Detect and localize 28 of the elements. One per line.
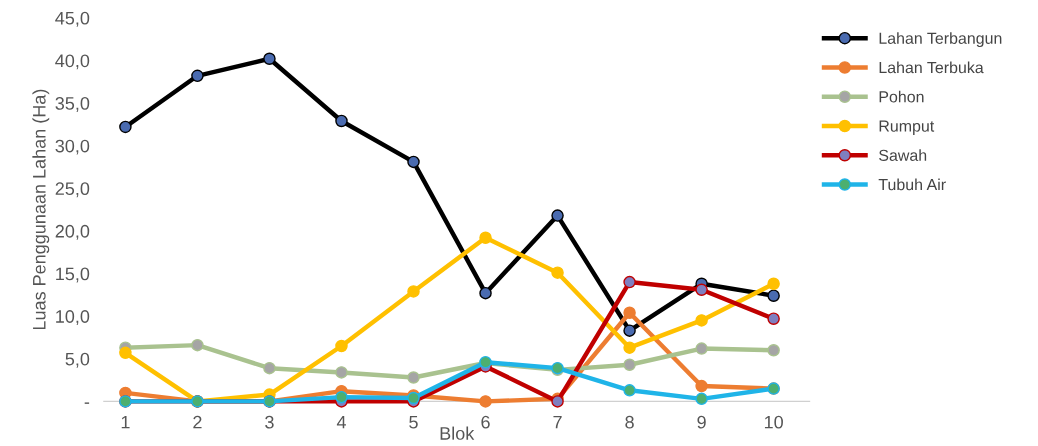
x-tick-label: 2 [193,415,202,429]
y-tick-label: 5,0 [65,352,90,368]
x-tick-label: 5 [409,415,418,429]
y-tick-label: 15,0 [56,267,90,283]
y-tick-label: 30,0 [55,139,90,155]
legend-label: Lahan Terbuka [879,61,984,74]
x-tick-label: 6 [481,415,490,429]
legend-label: Tubuh Air [878,178,946,191]
legend-label: Sawah [879,149,927,161]
x-tick-label: 10 [764,415,783,429]
y-tick-label: 35,0 [55,97,90,112]
y-tick-label: 25,0 [55,182,90,198]
legend-label: Lahan Terbangun [879,32,1002,48]
x-tick-label: 4 [336,415,346,429]
x-tick-label: 9 [697,415,706,429]
legend-label: Pohon [879,90,924,103]
x-axis-title: Blok [440,426,475,440]
x-tick-label: 8 [625,415,634,429]
y-tick-label: 10,0 [56,310,90,326]
x-tick-label: 1 [121,415,130,429]
x-tick-label: 7 [553,415,562,429]
y-tick-label: 45,0 [55,11,90,27]
y-tick-label: 40,0 [55,54,90,70]
y-axis-title: Luas Penggunaan Lahan (Ha) [32,89,50,330]
legend-label: Rumput [879,120,935,135]
y-tick-label: - [84,402,90,404]
x-tick-label: 3 [265,415,274,429]
y-tick-label: 20,0 [55,224,90,240]
